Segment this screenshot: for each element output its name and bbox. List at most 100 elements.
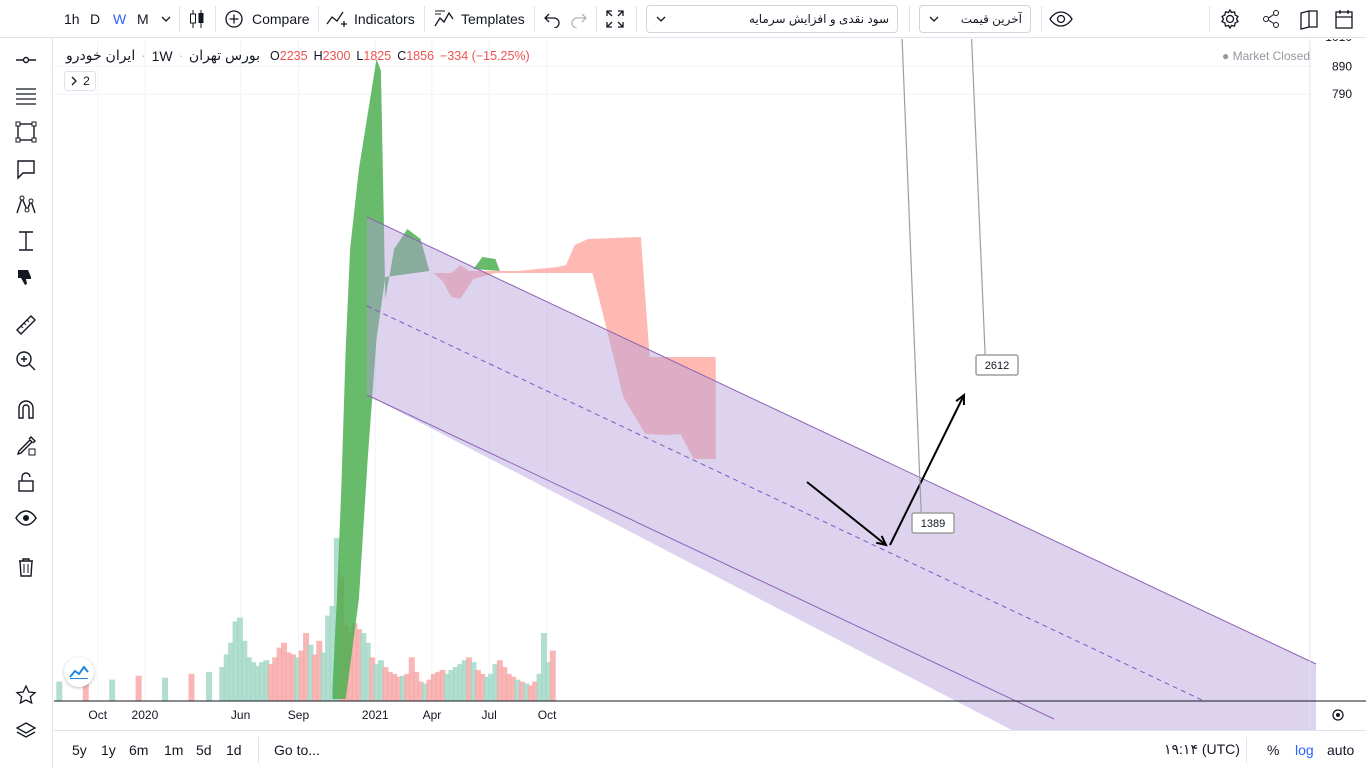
volume-bar bbox=[320, 652, 327, 701]
volume-bar bbox=[399, 675, 406, 701]
undo-icon[interactable] bbox=[543, 0, 561, 37]
volume-bar bbox=[439, 669, 446, 701]
rectangle-icon[interactable] bbox=[13, 119, 39, 145]
volume-bar bbox=[272, 657, 279, 701]
volume-bar bbox=[382, 667, 389, 701]
volume-bar bbox=[549, 650, 556, 701]
chevron-down-icon bbox=[656, 16, 666, 22]
price-chart[interactable]: 185626121389 100008500730061005350460040… bbox=[54, 39, 1366, 741]
annotation-label: 1389 bbox=[921, 518, 945, 530]
pattern-icon[interactable] bbox=[13, 192, 39, 218]
unlock-icon[interactable] bbox=[13, 469, 39, 495]
thumbs-down-icon[interactable] bbox=[13, 264, 39, 290]
study-select[interactable]: سود نقدی و افزایش سرمایه bbox=[646, 5, 898, 33]
time-tick-label: Oct bbox=[538, 708, 557, 722]
symbol-interval: 1W bbox=[151, 47, 173, 64]
price-source-select[interactable]: آخرین قیمت bbox=[919, 5, 1031, 33]
time-tick-label: Oct bbox=[88, 708, 107, 722]
plus-circle-icon bbox=[225, 9, 243, 28]
volume-bar bbox=[360, 633, 367, 701]
annotation-box[interactable] bbox=[911, 512, 955, 534]
compare-button[interactable]: Compare bbox=[224, 0, 310, 37]
calendar-icon[interactable] bbox=[1334, 0, 1354, 37]
trash-icon[interactable] bbox=[13, 554, 39, 580]
symbol-name[interactable]: ایران خودرو bbox=[66, 47, 136, 63]
star-icon[interactable] bbox=[13, 682, 39, 708]
volume-bar bbox=[325, 615, 332, 701]
tradingview-logo[interactable] bbox=[64, 657, 94, 687]
ruler-icon[interactable] bbox=[13, 312, 39, 338]
price-tick-label: 890 bbox=[1332, 59, 1352, 73]
range-1m[interactable]: 1m bbox=[164, 741, 184, 758]
volume-bar bbox=[276, 647, 283, 701]
indicators-collapse-button[interactable]: 2 bbox=[64, 71, 96, 91]
forecast-icon[interactable] bbox=[13, 228, 39, 254]
gear-ring bbox=[1332, 709, 1344, 721]
lock-drawing-icon[interactable] bbox=[13, 433, 39, 459]
range-6m[interactable]: 6m bbox=[129, 741, 149, 758]
range-1y[interactable]: 1y bbox=[101, 741, 116, 758]
trend-line-icon[interactable] bbox=[13, 47, 39, 73]
redo-icon[interactable] bbox=[570, 0, 588, 37]
layers-icon[interactable] bbox=[13, 718, 39, 744]
log-toggle[interactable]: log bbox=[1295, 741, 1314, 758]
indicators-button[interactable]: Indicators bbox=[326, 0, 415, 37]
interval-w[interactable]: W bbox=[113, 10, 127, 27]
magnet-icon[interactable] bbox=[13, 397, 39, 423]
fullscreen-icon[interactable] bbox=[605, 0, 625, 37]
volume-bar bbox=[56, 681, 63, 701]
volume-bar bbox=[236, 617, 243, 701]
interval-m[interactable]: M bbox=[137, 10, 149, 27]
volume-bar bbox=[461, 660, 468, 701]
volume-bar bbox=[545, 662, 552, 701]
chevron-down-icon[interactable] bbox=[160, 0, 172, 37]
annotation-box[interactable] bbox=[975, 354, 1019, 376]
templates-button[interactable]: Templates bbox=[433, 0, 525, 37]
eye-icon[interactable] bbox=[1049, 0, 1073, 37]
regression-channel bbox=[367, 217, 1316, 741]
interval-1h[interactable]: 1h bbox=[64, 10, 80, 27]
volume-bar bbox=[523, 683, 530, 701]
volume-bar bbox=[466, 657, 473, 701]
high-label: H bbox=[313, 48, 323, 63]
volume-bar bbox=[421, 683, 428, 701]
share-icon[interactable] bbox=[1260, 0, 1282, 37]
volume-bar bbox=[298, 650, 305, 701]
volume-bar bbox=[448, 669, 455, 701]
market-status: ● Market Closed bbox=[1222, 49, 1310, 63]
range-5d[interactable]: 5d bbox=[196, 741, 212, 758]
goto-button[interactable]: Go to... bbox=[274, 741, 320, 758]
volume-bar bbox=[355, 629, 362, 701]
volume-bar bbox=[452, 667, 459, 701]
projection-arrow-down[interactable] bbox=[806, 481, 887, 546]
eye-icon[interactable] bbox=[13, 505, 39, 531]
fib-retracement-icon[interactable] bbox=[13, 83, 39, 109]
volume-bar bbox=[514, 679, 521, 701]
annotation-leader bbox=[971, 39, 987, 376]
interval-d[interactable]: D bbox=[90, 10, 101, 27]
range-1d[interactable]: 1d bbox=[226, 741, 242, 758]
book-icon[interactable] bbox=[1298, 0, 1320, 37]
cloud-logo-icon bbox=[69, 665, 89, 679]
gear-icon[interactable] bbox=[1219, 0, 1241, 37]
close-value: 1856 bbox=[406, 48, 435, 63]
chart-area[interactable]: 185626121389 100008500730061005350460040… bbox=[54, 39, 1366, 741]
callout-icon[interactable] bbox=[13, 156, 39, 182]
axis-settings-gear-icon[interactable] bbox=[1332, 709, 1344, 721]
range-5y[interactable]: 5y bbox=[72, 741, 87, 758]
volume-bar bbox=[307, 644, 314, 701]
volume-bar bbox=[395, 676, 402, 701]
annotation-label: 2612 bbox=[985, 360, 1009, 372]
zoom-icon[interactable] bbox=[13, 348, 39, 374]
volume-bar bbox=[347, 633, 354, 701]
volume-bar bbox=[294, 657, 301, 701]
candles-icon[interactable] bbox=[187, 0, 207, 37]
percent-toggle[interactable]: % bbox=[1267, 741, 1280, 758]
open-value: 2235 bbox=[279, 48, 308, 63]
volume-bar bbox=[435, 671, 442, 701]
auto-toggle[interactable]: auto bbox=[1327, 741, 1355, 758]
clock[interactable]: ۱۹:۱۴ (UTC) bbox=[1164, 741, 1240, 757]
volume-bar bbox=[303, 633, 310, 701]
projection-arrow-up[interactable] bbox=[889, 394, 965, 546]
channel-median-line bbox=[366, 305, 1205, 702]
